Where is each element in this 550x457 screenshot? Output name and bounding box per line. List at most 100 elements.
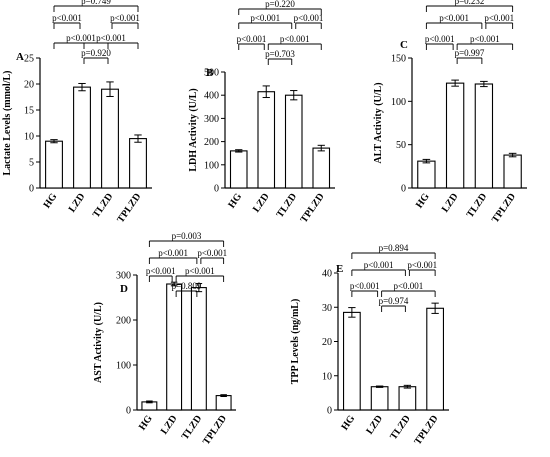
bar-lzd [166,283,183,411]
panel-label: E [336,263,343,275]
y-axis-title: Lactate Levels (mmol/L) [2,71,13,176]
category-label-hg: HG [137,413,155,432]
p-value-label: p=0.920 [81,48,111,58]
category-label-tlzd: TLZD [91,191,116,220]
y-tick-label: 15 [24,106,34,117]
p-value-label: p<0.001 [294,13,324,23]
p-value-label: p=0.997 [455,48,485,58]
bar-lzd [257,91,276,189]
y-tick-label: 200 [116,316,131,327]
bar-hg [342,311,361,411]
y-tick-label: 0 [214,184,219,195]
p-value-label: p<0.001 [364,260,394,270]
category-label-lzd: LZD [159,413,180,436]
y-tick-label: 20 [24,80,34,91]
panel-label: D [120,283,128,295]
y-tick-label: 500 [204,68,219,79]
y-tick-label: 0 [126,406,131,417]
bar-hg [229,150,248,189]
p-value-label: p=0.974 [379,296,409,306]
y-tick-label: 300 [204,114,219,125]
p-value-label: p<0.001 [52,13,82,23]
bar-tplzd [312,147,331,189]
p-value-label: p=0.220 [265,0,295,9]
bar-tplzd [503,154,522,189]
p-value-label: p=0.003 [172,231,202,241]
p-value-label: p<0.001 [484,13,514,23]
category-label-tplzd: TPLZD [115,191,143,225]
category-label-tplzd: TPLZD [490,191,518,225]
y-tick-label: 100 [204,160,219,171]
p-value-label: p<0.001 [237,34,267,44]
y-axis-title: ALT Activity (U/L) [373,82,384,163]
p-value-label: p<0.001 [280,34,310,44]
y-tick-label: 0 [29,184,34,195]
category-label-hg: HG [339,413,357,432]
y-tick-label: 400 [204,91,219,102]
p-value-label: p=0.232 [455,0,485,6]
category-label-tplzd: TPLZD [412,413,440,447]
p-value-label: p=0.703 [265,49,295,59]
p-value-label: p<0.001 [350,281,380,291]
category-label-hg: HG [42,191,60,210]
y-tick-label: 5 [29,158,34,169]
p-value-label: p=0.894 [379,243,409,253]
panel-label: C [400,39,408,51]
panel-label: B [206,67,214,79]
bar-lzd [370,386,389,411]
panel-label: A [16,51,24,63]
bar-tlzd [101,88,119,189]
y-tick-label: 10 [24,132,34,143]
category-label-hg: HG [226,191,244,210]
p-value-label: p<0.001 [470,34,500,44]
p-value-label: p<0.001 [250,13,280,23]
category-label-tplzd: TPLZD [299,191,327,225]
y-axis-title: AST Activity (U/L) [93,302,104,383]
category-label-lzd: LZD [364,413,385,436]
category-label-lzd: LZD [251,191,272,214]
bar-tplzd [426,307,444,411]
category-label-tplzd: TPLZD [201,413,229,447]
p-value-label: p<0.001 [393,281,423,291]
y-tick-label: 0 [401,184,406,195]
y-tick-label: 50 [396,140,406,151]
category-label-hg: HG [414,191,432,210]
y-tick-label: 10 [322,371,332,382]
p-value-label: p<0.001 [158,248,188,258]
y-tick-label: 30 [322,303,332,314]
y-axis-title: TPP Levels (ng/mL) [290,299,301,385]
y-tick-label: 300 [116,271,131,282]
bar-lzd [445,82,465,189]
p-value-label: p=0.749 [81,0,111,6]
y-axis-title: LDH Activity (U/L) [188,88,199,171]
p-value-label: p<0.001 [66,33,96,43]
p-value-label: p<0.001 [197,248,227,258]
bar-hg [417,160,436,189]
panel-d: D 0 100 200 300 AST Activity (U/L) HG LZD TLZDTP… [93,231,236,447]
y-tick-label: 40 [322,269,332,280]
bar-tplzd [215,395,232,411]
panel-b: B 0 100 200 300 400 500 LDH Activity (U/L) HG LZD… [188,0,335,225]
category-label-lzd: LZD [440,191,461,214]
y-tick-label: 100 [116,361,131,372]
p-value-label: p=0.809 [172,281,202,291]
bar-lzd [73,86,91,189]
p-value-label: p<0.001 [146,266,176,276]
y-tick-label: 100 [391,97,406,108]
y-tick-label: 200 [204,137,219,148]
bar-tlzd [474,83,494,189]
category-label-tlzd: TLZD [388,413,413,442]
p-value-label: p<0.001 [96,33,126,43]
p-value-label: p<0.001 [407,260,437,270]
category-label-tlzd: TLZD [465,191,490,220]
p-value-label: p<0.001 [110,13,140,23]
y-tick-label: 0 [327,406,332,417]
category-label-tlzd: TLZD [180,413,205,442]
p-value-label: p<0.001 [185,266,215,276]
p-value-label: p<0.001 [425,34,455,44]
y-tick-label: 25 [24,54,34,65]
bar-tlzd [284,94,303,189]
